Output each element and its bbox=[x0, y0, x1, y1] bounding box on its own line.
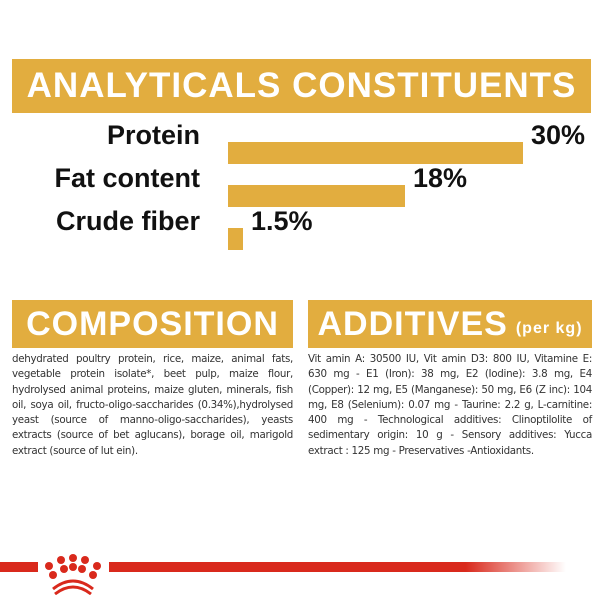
protein-label: Protein bbox=[106, 120, 200, 150]
brand-line-left bbox=[0, 562, 38, 572]
additives-banner: ADDITIVES (per kg) bbox=[308, 300, 592, 348]
composition-text: dehydrated poultry protein, rice, maize,… bbox=[12, 353, 293, 457]
fat-content-bar bbox=[228, 185, 405, 207]
royal-canin-crown-icon bbox=[45, 554, 101, 595]
protein-bar bbox=[228, 142, 523, 164]
fat-content-label: Fat content bbox=[54, 163, 201, 193]
analytical-constituents-banner: ANALYTICALS CONSTITUENTS bbox=[12, 59, 591, 113]
additives-text: Vit amin A: 30500 IU, Vit amin D3: 800 I… bbox=[308, 353, 592, 457]
protein-value: 30% bbox=[531, 120, 586, 150]
composition-banner: COMPOSITION bbox=[12, 300, 293, 348]
fat-content-value: 18% bbox=[413, 163, 468, 193]
crude-fiber-label: Crude fiber bbox=[55, 206, 200, 236]
additives-title: ADDITIVES bbox=[317, 304, 508, 343]
crude-fiber-value: 1.5% bbox=[251, 206, 313, 236]
composition-title: COMPOSITION bbox=[26, 304, 279, 343]
crude-fiber-bar bbox=[228, 228, 243, 250]
brand-line-right bbox=[109, 562, 566, 572]
additives-unit: (per kg) bbox=[515, 320, 583, 337]
